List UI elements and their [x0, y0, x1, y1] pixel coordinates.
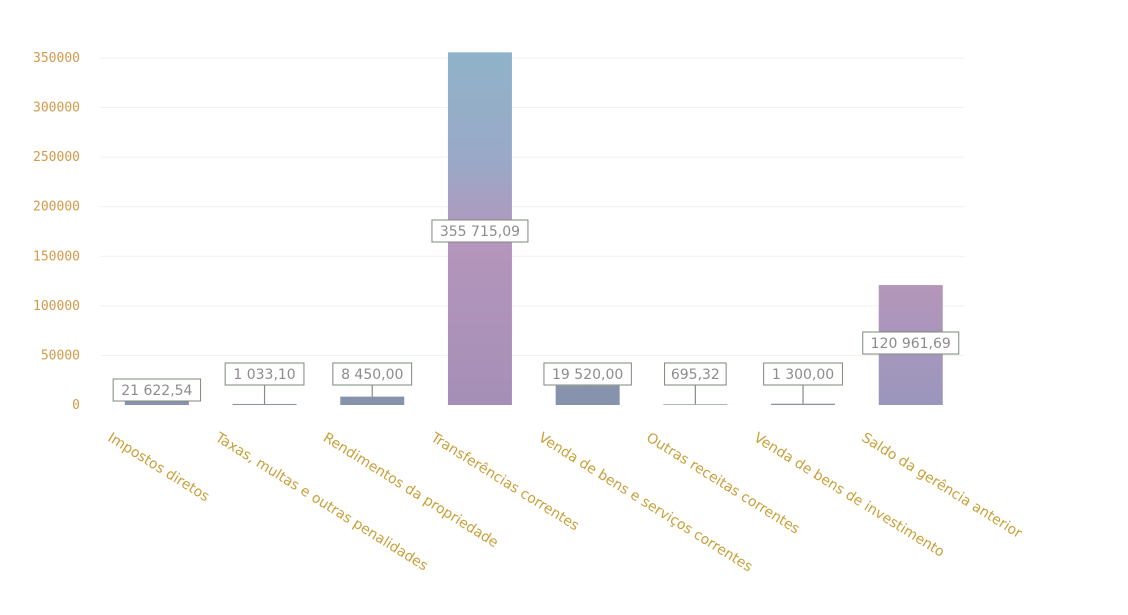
y-tick-label: 300000	[33, 101, 80, 116]
x-axis-categories: Impostos diretos Taxas, multas e outras p…	[105, 429, 1025, 575]
x-category-label: Impostos diretos	[105, 430, 212, 505]
data-label: 19 520,00	[552, 367, 623, 383]
data-label: 21 622,54	[121, 383, 192, 399]
y-tick-label: 250000	[33, 150, 80, 165]
data-label-box	[332, 362, 413, 386]
bar	[663, 404, 728, 405]
bars	[124, 52, 943, 406]
data-label-box	[763, 362, 843, 386]
y-axis-ticks: 0 50000 100000 150000 200000 250000 300000 3500…	[33, 51, 80, 413]
gridlines	[100, 57, 965, 356]
data-labels: 21 622,54 1 033,10 8 450,00 355 715,09 19 52…	[112, 219, 960, 405]
y-tick-label: 100000	[33, 299, 80, 314]
data-label: 1 300,00	[772, 367, 834, 383]
data-label-box	[664, 362, 727, 386]
x-category-label: Venda de bens e serviços correntes	[536, 430, 756, 576]
y-tick-label: 150000	[33, 249, 80, 264]
y-tick-label: 350000	[33, 51, 80, 66]
x-category-label: Venda de bens de investimento	[751, 430, 947, 561]
x-category-label: Taxas, multas e outras penalidades	[212, 429, 431, 574]
data-label: 1 033,10	[233, 367, 295, 383]
x-category-label: Rendimentos da propriedade	[320, 430, 501, 551]
y-tick-label: 0	[72, 398, 80, 413]
data-label-box	[862, 331, 960, 355]
data-label: 120 961,69	[871, 336, 951, 352]
data-label: 355 715,09	[440, 224, 520, 240]
data-label-box	[543, 362, 632, 386]
data-label-box	[224, 362, 305, 386]
data-label-box	[431, 219, 529, 243]
data-label-box	[112, 378, 202, 402]
bar	[555, 385, 620, 405]
y-tick-label: 200000	[33, 200, 80, 215]
bar	[340, 396, 405, 405]
data-label: 8 450,00	[341, 367, 403, 383]
bar	[771, 403, 836, 405]
data-label: 695,32	[671, 367, 720, 383]
y-tick-label: 50000	[41, 348, 80, 363]
bar	[232, 403, 297, 405]
